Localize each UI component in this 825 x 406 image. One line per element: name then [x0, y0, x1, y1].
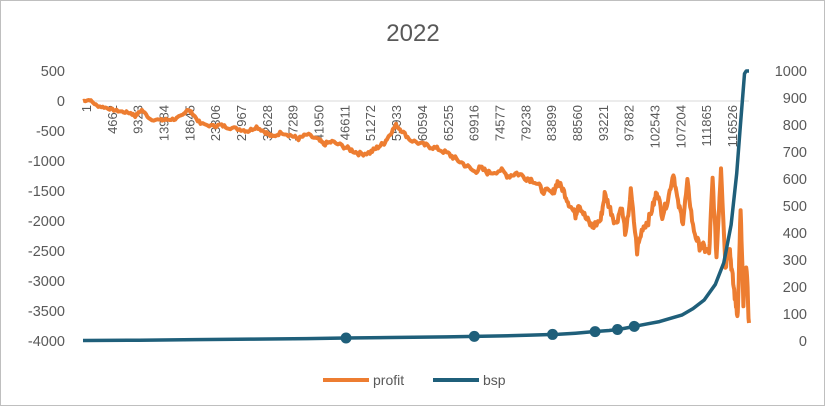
bsp-marker: [611, 323, 623, 335]
right-tick-label: 600: [783, 172, 807, 188]
x-tick-label: 102543: [647, 105, 662, 148]
x-tick-label: 27967: [234, 105, 249, 141]
legend-profit-label: profit: [373, 372, 404, 388]
left-tick-label: -4000: [28, 334, 65, 350]
bsp-marker: [468, 330, 480, 342]
x-tick-label: 74577: [492, 105, 507, 141]
right-tick-label: 900: [783, 91, 807, 107]
bsp-marker: [340, 332, 352, 344]
right-tick-label: 0: [799, 334, 807, 350]
right-tick-label: 400: [783, 226, 807, 242]
x-tick-label: 65255: [441, 105, 456, 141]
left-tick-label: -3000: [28, 274, 65, 290]
x-tick-label: 93221: [596, 105, 611, 141]
left-tick-label: -3500: [28, 304, 65, 320]
x-tick-label: 79238: [518, 105, 533, 141]
x-tick-label: 111865: [699, 105, 714, 146]
chart-title: 2022: [386, 20, 439, 47]
right-tick-label: 1000: [775, 64, 807, 80]
left-tick-label: 500: [41, 64, 65, 80]
x-tick-label: 116526: [725, 105, 740, 147]
left-tick-label: -2500: [28, 244, 65, 260]
right-tick-label: 700: [783, 145, 807, 161]
x-tick-label: 88560: [570, 105, 585, 141]
right-tick-label: 800: [783, 118, 807, 134]
profit-line: [82, 98, 751, 324]
right-tick-label: 300: [783, 253, 807, 269]
x-tick-label: 23306: [208, 105, 223, 141]
legend-bsp-label: bsp: [483, 372, 506, 388]
bsp-series: [82, 69, 749, 344]
x-tick-label: 46611: [337, 105, 352, 140]
left-tick-label: -500: [36, 124, 65, 140]
bsp-marker: [628, 320, 640, 332]
x-tick-label: 13984: [157, 105, 172, 141]
x-tick-label: 41950: [312, 105, 327, 141]
left-tick-label: -1000: [28, 154, 65, 170]
x-tick-label: 1: [79, 105, 94, 112]
left-tick-label: -1500: [28, 184, 65, 200]
right-tick-label: 200: [783, 280, 807, 296]
bsp-marker: [547, 328, 559, 340]
x-tick-label: 107204: [673, 105, 688, 148]
right-tick-label: 100: [783, 307, 807, 323]
x-tick-label: 60594: [415, 105, 430, 141]
profit-series: [82, 98, 751, 324]
x-tick-label: 97882: [622, 105, 637, 141]
left-axis-ticks: 500 0 -500 -1000 -1500 -2000 -2500 -3000 -3500 -4…: [28, 64, 65, 350]
x-tick-label: 69916: [467, 105, 482, 141]
right-tick-label: 500: [783, 199, 807, 215]
x-tick-label: 51272: [363, 105, 378, 141]
left-tick-label: 0: [57, 94, 65, 110]
x-tick-label: 83899: [544, 105, 559, 141]
legend: profit bsp: [323, 372, 506, 388]
left-tick-label: -2000: [28, 214, 65, 230]
bsp-marker: [589, 326, 601, 338]
x-tick-label: 37289: [286, 105, 301, 141]
